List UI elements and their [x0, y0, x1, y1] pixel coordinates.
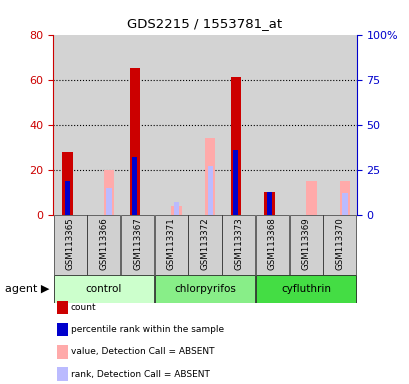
Bar: [233, 150, 238, 215]
Bar: [121, 215, 154, 275]
Bar: [171, 206, 181, 215]
Text: GSM113367: GSM113367: [133, 217, 142, 270]
Bar: [103, 170, 114, 215]
Bar: [129, 68, 139, 215]
Text: value, Detection Call = ABSENT: value, Detection Call = ABSENT: [71, 347, 214, 356]
Text: GSM113365: GSM113365: [65, 217, 74, 270]
Bar: [204, 138, 215, 215]
Bar: [306, 181, 316, 215]
Bar: [132, 157, 137, 215]
Text: percentile rank within the sample: percentile rank within the sample: [71, 325, 223, 334]
Text: control: control: [85, 284, 122, 294]
Bar: [222, 215, 255, 275]
Bar: [230, 78, 240, 215]
Text: GSM113372: GSM113372: [200, 217, 209, 270]
Bar: [106, 188, 111, 215]
Text: GSM113370: GSM113370: [335, 217, 344, 270]
Bar: [255, 275, 355, 303]
Bar: [154, 215, 187, 275]
Text: agent ▶: agent ▶: [5, 284, 49, 294]
Bar: [173, 202, 179, 215]
Bar: [188, 215, 221, 275]
Bar: [62, 152, 72, 215]
Bar: [339, 181, 349, 215]
Text: rank, Detection Call = ABSENT: rank, Detection Call = ABSENT: [71, 369, 209, 379]
Bar: [54, 275, 154, 303]
Bar: [266, 192, 272, 215]
Text: chlorpyrifos: chlorpyrifos: [174, 284, 235, 294]
Bar: [289, 215, 322, 275]
Bar: [87, 215, 120, 275]
Text: cyfluthrin: cyfluthrin: [281, 284, 330, 294]
Bar: [154, 275, 255, 303]
Bar: [65, 181, 70, 215]
Text: GSM113371: GSM113371: [166, 217, 175, 270]
Text: GSM113373: GSM113373: [234, 217, 243, 270]
Bar: [255, 215, 288, 275]
Text: GDS2215 / 1553781_at: GDS2215 / 1553781_at: [127, 17, 282, 30]
Text: count: count: [71, 303, 97, 312]
Text: GSM113366: GSM113366: [99, 217, 108, 270]
Text: GSM113368: GSM113368: [267, 217, 276, 270]
Bar: [264, 192, 274, 215]
Bar: [342, 194, 347, 215]
Text: GSM113369: GSM113369: [301, 217, 310, 270]
Bar: [207, 166, 212, 215]
Bar: [54, 215, 86, 275]
Bar: [323, 215, 355, 275]
